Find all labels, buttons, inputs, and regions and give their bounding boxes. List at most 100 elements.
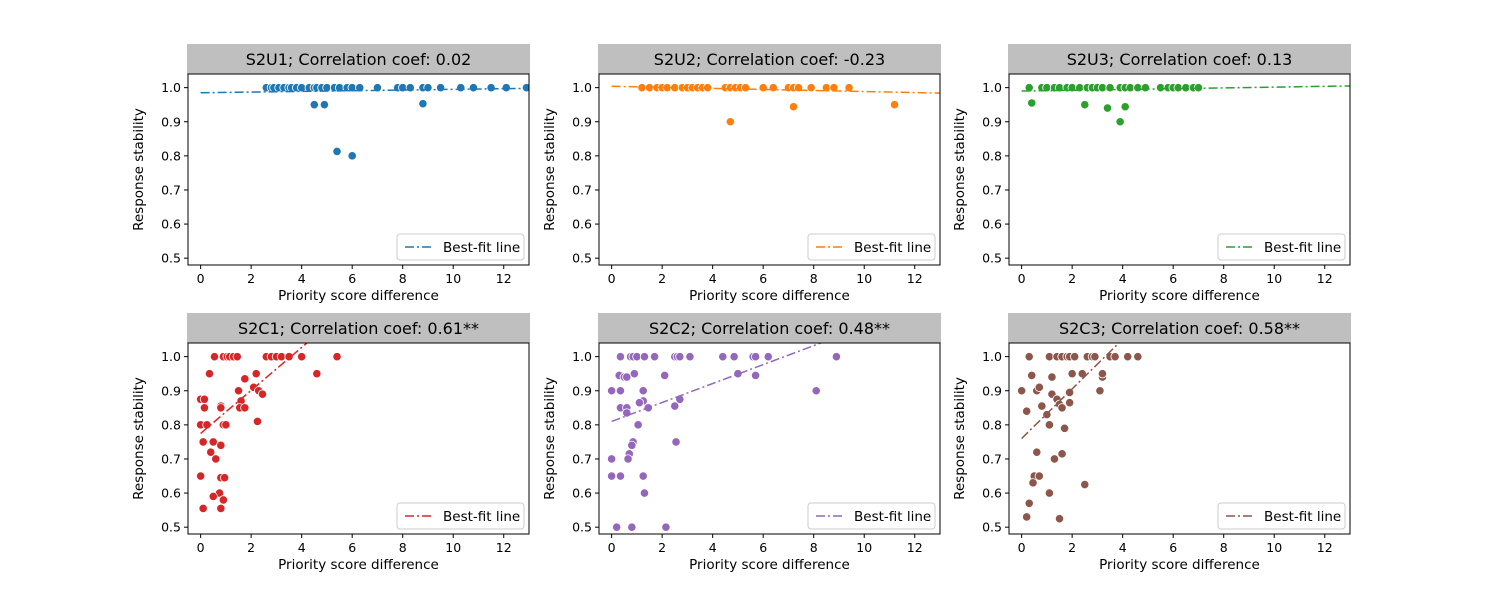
scatter-points xyxy=(607,352,842,532)
best-fit-line xyxy=(200,343,309,434)
data-point xyxy=(638,386,648,396)
data-point xyxy=(1125,83,1135,93)
data-point xyxy=(1173,83,1183,93)
x-tick-label: 4 xyxy=(1119,540,1127,555)
data-point xyxy=(1022,406,1032,416)
x-tick-label: 4 xyxy=(298,271,306,286)
subplot-1: S2U1; Correlation coef: 0.02 0 2 4 6 8 10 12 0.5… xyxy=(131,44,530,304)
y-tick-label: 0.7 xyxy=(982,182,1002,197)
subplot-3: S2U3; Correlation coef: 0.13 0 2 4 6 8 10 12 0.5… xyxy=(952,44,1351,304)
y-tick-label: 0.5 xyxy=(982,520,1002,535)
data-point xyxy=(216,403,226,413)
subplot-title: S2C1; Correlation coef: 0.61** xyxy=(238,319,479,338)
data-point xyxy=(632,352,642,362)
data-point xyxy=(240,374,250,384)
plot-frame xyxy=(598,73,941,266)
data-point xyxy=(1057,403,1067,413)
data-point xyxy=(319,100,329,110)
x-tick-label: 4 xyxy=(709,540,717,555)
x-tick-label: 0 xyxy=(197,271,205,286)
subplot-6: S2C3; Correlation coef: 0.58** 0 2 4 6 8 10 12 0… xyxy=(952,313,1351,573)
x-tick-label: 10 xyxy=(1266,540,1282,555)
x-tick-label: 12 xyxy=(907,540,923,555)
x-tick-label: 12 xyxy=(496,271,512,286)
data-point xyxy=(1080,479,1090,490)
data-point xyxy=(456,83,466,93)
data-point xyxy=(607,471,617,481)
y-tick-label: 0.8 xyxy=(982,148,1002,163)
data-point xyxy=(671,437,681,447)
data-point xyxy=(718,352,728,362)
y-tick-label: 0.9 xyxy=(572,383,592,398)
subplot-title-bar xyxy=(598,313,941,343)
subplot-title-bar xyxy=(187,44,530,74)
y-tick-label: 0.6 xyxy=(572,486,592,501)
x-axis-label: Priority score difference xyxy=(1099,557,1260,573)
y-tick-label: 0.8 xyxy=(572,148,592,163)
x-tick-label: 8 xyxy=(399,540,407,555)
x-tick-label: 12 xyxy=(1317,540,1333,555)
y-tick-label: 0.9 xyxy=(161,383,181,398)
data-point xyxy=(211,454,221,464)
data-point xyxy=(729,352,739,362)
data-point xyxy=(1044,488,1055,498)
subplot-4: S2C1; Correlation coef: 0.61** 0 2 4 6 8 10 12 0… xyxy=(131,313,530,573)
legend: Best-fit line xyxy=(396,233,525,261)
data-point xyxy=(675,352,685,362)
data-point xyxy=(355,83,365,93)
data-point xyxy=(725,117,735,127)
data-point xyxy=(423,83,433,93)
subplot-title: S2U1; Correlation coef: 0.02 xyxy=(246,50,472,69)
x-tick-label: 6 xyxy=(759,540,767,555)
data-point xyxy=(639,488,650,498)
data-point xyxy=(627,440,637,450)
data-point xyxy=(1034,471,1044,481)
subplot-title-bar xyxy=(187,313,530,343)
data-point xyxy=(831,352,842,362)
y-tick-label: 0.7 xyxy=(572,182,592,197)
data-point xyxy=(623,454,633,464)
data-point xyxy=(638,471,648,481)
y-tick-label: 0.9 xyxy=(982,114,1002,129)
data-point xyxy=(740,83,751,93)
data-point xyxy=(763,352,773,362)
data-point xyxy=(1133,352,1143,362)
data-point xyxy=(418,99,428,109)
data-point xyxy=(199,403,210,413)
data-point xyxy=(751,370,761,381)
x-tick-label: 2 xyxy=(1068,271,1076,286)
subplot-title: S2U2; Correlation coef: -0.23 xyxy=(654,50,885,69)
x-tick-label: 2 xyxy=(658,271,666,286)
data-point xyxy=(199,394,210,404)
y-tick-label: 0.8 xyxy=(572,417,592,432)
data-point xyxy=(629,369,639,379)
x-tick-label: 8 xyxy=(810,540,818,555)
subplot-title: S2C2; Correlation coef: 0.48** xyxy=(649,319,890,338)
y-axis-label: Response stability xyxy=(952,108,968,231)
data-point xyxy=(435,83,446,93)
data-point xyxy=(1095,386,1105,396)
data-point xyxy=(297,83,307,93)
data-point xyxy=(240,403,250,413)
data-point xyxy=(1028,478,1038,488)
data-point xyxy=(1097,369,1108,379)
data-point xyxy=(1027,370,1037,381)
subplot-5: S2C2; Correlation coef: 0.48** 0 2 4 6 8 10 12 0… xyxy=(542,313,941,573)
x-tick-label: 10 xyxy=(856,271,872,286)
data-point xyxy=(1097,83,1108,93)
data-point xyxy=(627,522,637,532)
scatter-points xyxy=(261,83,529,161)
data-point xyxy=(1057,449,1067,459)
scatter-points xyxy=(196,352,342,514)
legend: Best-fit line xyxy=(807,233,936,261)
data-point xyxy=(276,352,287,362)
data-point xyxy=(1032,447,1042,457)
data-point xyxy=(829,83,839,93)
data-point xyxy=(332,352,342,362)
data-point xyxy=(206,447,216,457)
data-point xyxy=(1054,514,1065,524)
data-point xyxy=(208,437,218,447)
data-point xyxy=(232,352,242,362)
y-axis-label: Response stability xyxy=(542,377,558,500)
data-point xyxy=(1024,352,1034,362)
